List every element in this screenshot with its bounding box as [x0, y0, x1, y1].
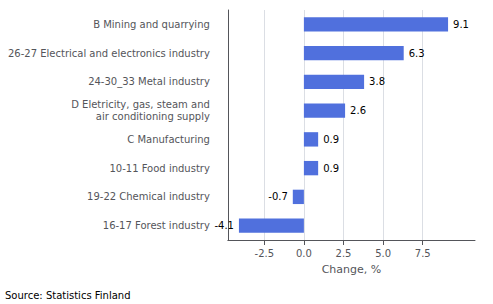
svg-text:Change, %: Change, % [322, 263, 382, 276]
svg-text:-4.1: -4.1 [214, 220, 234, 231]
svg-text:7.5: 7.5 [415, 248, 431, 259]
svg-text:B Mining and quarrying: B Mining and quarrying [93, 19, 210, 30]
svg-text:D Eletricity, gas, steam and: D Eletricity, gas, steam and [71, 99, 210, 110]
svg-text:Source: Statistics Finland: Source: Statistics Finland [5, 290, 131, 301]
svg-text:2.5: 2.5 [336, 248, 352, 259]
svg-text:26-27 Electrical and electroni: 26-27 Electrical and electronics industr… [8, 48, 210, 59]
svg-text:air conditioning supply: air conditioning supply [96, 111, 210, 122]
svg-text:0.9: 0.9 [323, 134, 339, 145]
svg-text:-2.5: -2.5 [255, 248, 275, 259]
svg-text:24-30_33 Metal industry: 24-30_33 Metal industry [88, 76, 210, 88]
svg-text:16-17 Forest industry: 16-17 Forest industry [103, 220, 210, 231]
svg-text:19-22 Chemical industry: 19-22 Chemical industry [87, 191, 210, 202]
svg-text:C Manufacturing: C Manufacturing [127, 134, 210, 145]
svg-text:5.0: 5.0 [375, 248, 391, 259]
svg-text:0.9: 0.9 [323, 163, 339, 174]
svg-text:10-11 Food industry: 10-11 Food industry [109, 163, 209, 174]
svg-text:3.8: 3.8 [369, 76, 385, 87]
svg-text:2.6: 2.6 [350, 105, 366, 116]
svg-text:9.1: 9.1 [453, 19, 469, 30]
svg-text:0.0: 0.0 [296, 248, 312, 259]
svg-text:6.3: 6.3 [409, 48, 425, 59]
svg-text:-0.7: -0.7 [268, 191, 288, 202]
